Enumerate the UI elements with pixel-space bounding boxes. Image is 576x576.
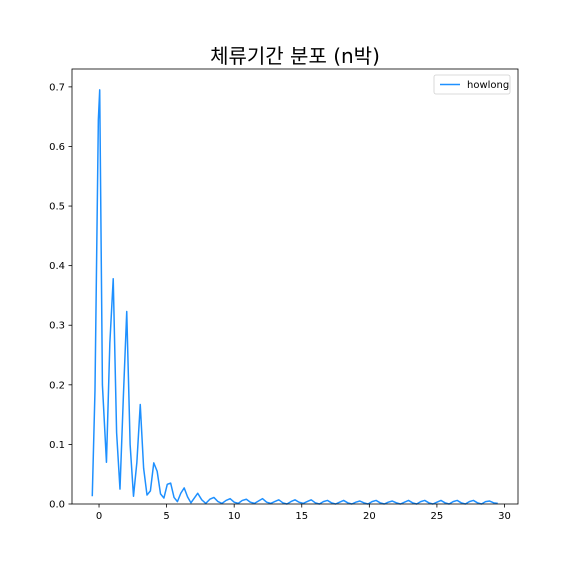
x-tick-label: 30 xyxy=(498,511,511,522)
y-tick-label: 0.5 xyxy=(49,202,65,213)
series-line-0 xyxy=(91,89,498,505)
plot-area xyxy=(91,89,498,505)
y-tick-label: 0.6 xyxy=(49,142,65,153)
x-tick-label: 10 xyxy=(228,511,241,522)
x-tick-label: 25 xyxy=(431,511,444,522)
plot-frame xyxy=(71,68,519,505)
y-tick-label: 0.3 xyxy=(49,321,65,332)
y-tick-label: 0.7 xyxy=(49,82,65,93)
legend-label: howlong xyxy=(467,80,509,91)
y-tick-label: 0.0 xyxy=(49,500,65,511)
y-tick-label: 0.4 xyxy=(49,261,65,272)
legend: howlong xyxy=(433,74,511,95)
x-tick-label: 0 xyxy=(96,511,102,522)
x-tick-label: 5 xyxy=(163,511,169,522)
y-tick-label: 0.1 xyxy=(49,440,65,451)
x-tick-label: 15 xyxy=(295,511,308,522)
y-tick-label: 0.2 xyxy=(49,380,65,391)
chart-title: 체류기간 분포 (n박) xyxy=(210,44,380,68)
legend-box xyxy=(433,74,511,95)
axes: 0 5 10 15 20 25 30 0.0 0.1 0.2 0.3 0.4 0.5 0.6 0.7 xyxy=(49,68,519,522)
x-tick-label: 20 xyxy=(363,511,376,522)
